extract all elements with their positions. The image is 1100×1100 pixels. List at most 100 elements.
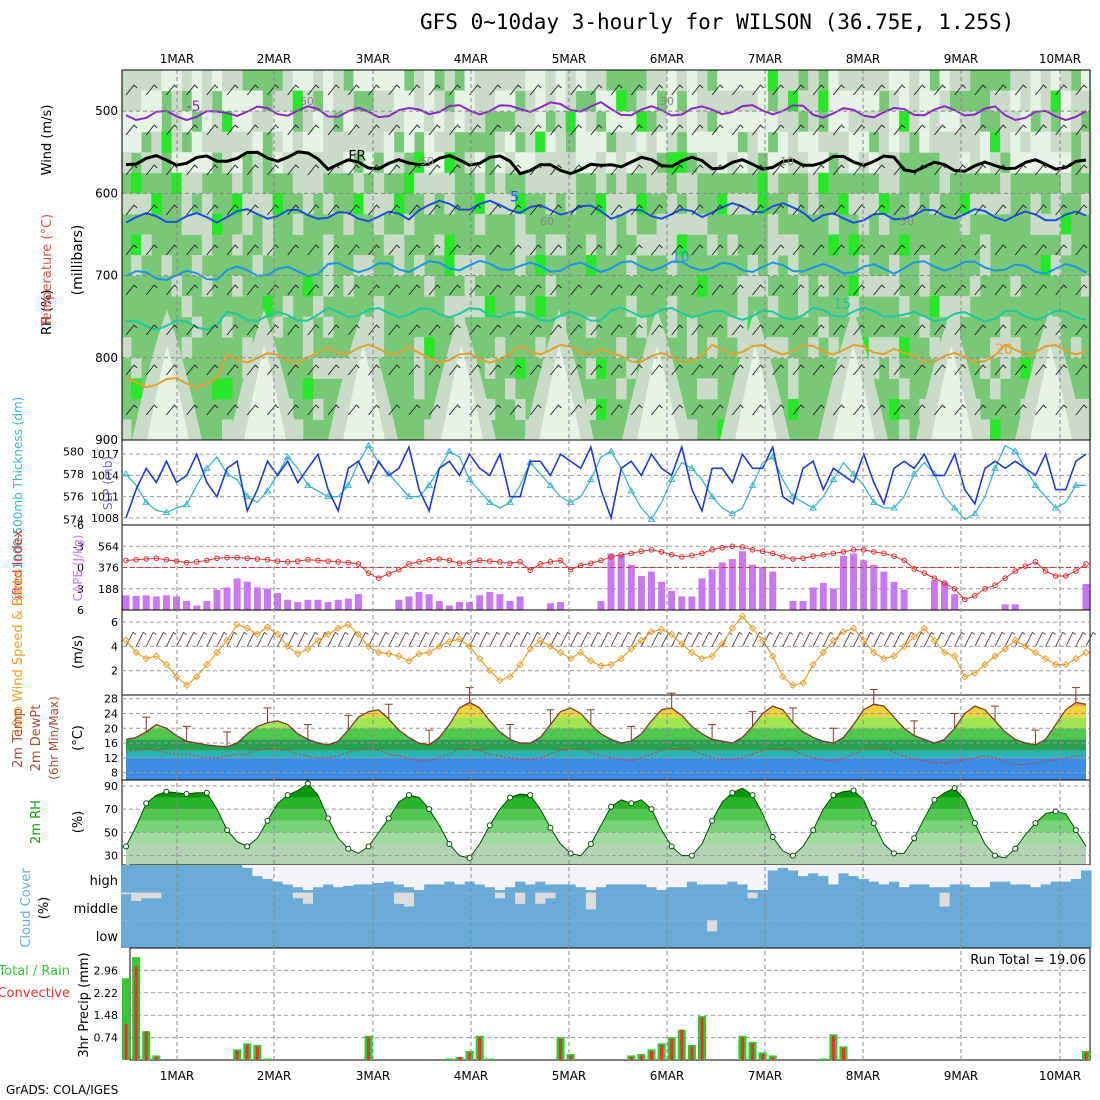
rh2m-point: [911, 835, 918, 842]
cloud-bar: [838, 892, 849, 921]
wind-speed-point: [253, 630, 262, 638]
wind-barb: [408, 364, 421, 376]
cloud-bar: [747, 920, 759, 948]
cloud-gap: [787, 865, 799, 871]
rh-cell: [1000, 337, 1011, 359]
precip-total-bar: [819, 1058, 828, 1060]
lifted-point: [335, 559, 342, 565]
cape-bar: [506, 600, 514, 610]
cloud-bar: [595, 887, 607, 893]
wind-speed-point: [445, 637, 454, 646]
wind-barb: [570, 284, 582, 296]
wind-barb: [550, 244, 562, 256]
wind-speed-point: [880, 654, 888, 663]
rh-cell: [444, 255, 455, 277]
lifted-point: [193, 559, 200, 565]
wind-barb: [1014, 84, 1027, 96]
wind-barb: [711, 204, 724, 216]
wind-barb: [812, 124, 825, 136]
rh-cell: [646, 234, 657, 256]
surface-wind-barb: [843, 631, 854, 647]
rh-cell: [585, 398, 597, 420]
cape-bar: [930, 580, 938, 610]
rh-cell: [979, 131, 991, 153]
cloud-bar: [454, 884, 465, 893]
rh-cell: [919, 131, 930, 153]
cape-bar: [466, 602, 474, 610]
rh-cell: [656, 111, 668, 133]
wind-barb: [1055, 284, 1067, 296]
wind-barb: [752, 284, 764, 296]
wind-barb: [1075, 364, 1088, 376]
cloud-gap: [707, 865, 718, 885]
wind-barb: [1035, 124, 1047, 136]
rh-cell: [1060, 172, 1072, 194]
cloud-gap: [141, 892, 152, 899]
rh-cell: [747, 70, 759, 92]
cloud-bar: [787, 920, 799, 948]
thickness-point: [526, 458, 535, 466]
rh-cell: [333, 90, 344, 112]
wind-barb: [550, 404, 562, 416]
wind-barb: [934, 244, 946, 256]
surface-wind-barb: [398, 631, 410, 647]
rh-cell: [959, 193, 971, 215]
cloud-gap: [302, 865, 314, 890]
thickness-point: [950, 504, 959, 511]
wind-barb: [954, 124, 966, 136]
rh-cell: [292, 70, 304, 92]
rh-cell: [828, 111, 839, 133]
rh-cell: [646, 70, 657, 92]
wind-barb: [1014, 244, 1027, 256]
wind-speed-point: [162, 660, 171, 669]
wind-barb: [347, 364, 360, 376]
lifted-point: [598, 557, 604, 564]
cape-bar: [284, 599, 292, 610]
wind-barb: [934, 124, 946, 136]
rh-cell: [878, 337, 890, 359]
surface-wind-barb: [1045, 631, 1056, 647]
rh-cell: [161, 255, 172, 277]
cloud-bar: [181, 865, 193, 893]
wind-speed-point: [708, 652, 716, 660]
wind-barb: [792, 324, 805, 336]
cape-bar: [183, 600, 191, 610]
cloud-bar: [484, 887, 496, 893]
rh-cell: [1030, 131, 1041, 153]
cloud-bar: [929, 892, 940, 921]
rh-cell: [282, 296, 294, 318]
wind-speed-point: [294, 650, 302, 658]
wind-barb: [449, 244, 461, 256]
rh-cell: [939, 70, 951, 92]
cloud-bar: [191, 920, 203, 948]
lifted-point: [486, 558, 493, 564]
cloud-bar: [515, 920, 526, 948]
cloud-bar: [878, 920, 890, 948]
cloud-bar: [555, 884, 567, 893]
precip-total-bar: [122, 978, 130, 1060]
rh-cell: [717, 111, 728, 133]
wind-barb: [509, 404, 522, 416]
cloud-bar: [737, 892, 748, 921]
cloud-gap: [343, 865, 354, 886]
wind-barb: [347, 284, 360, 296]
lifted-point: [972, 593, 978, 599]
wind-barb: [166, 204, 178, 216]
lifted-point: [507, 560, 513, 567]
surface-wind-barb: [1024, 631, 1036, 647]
rh-cell: [656, 213, 668, 235]
rh-cell: [1081, 152, 1092, 174]
rh-cell: [727, 70, 738, 92]
wind-barb: [1035, 364, 1047, 376]
rh-cell: [868, 111, 880, 133]
cloud-bar: [414, 892, 425, 921]
rh-cell: [313, 70, 324, 92]
cape-bar: [597, 600, 605, 610]
surface-wind-barb: [711, 631, 723, 647]
lifted-point: [689, 552, 695, 559]
surface-wind-barb: [287, 631, 298, 647]
rh-cell: [1030, 90, 1041, 112]
surface-wind-barb: [550, 631, 561, 647]
cloud-bar: [464, 920, 476, 948]
temp-tick-label: 28: [104, 693, 118, 706]
